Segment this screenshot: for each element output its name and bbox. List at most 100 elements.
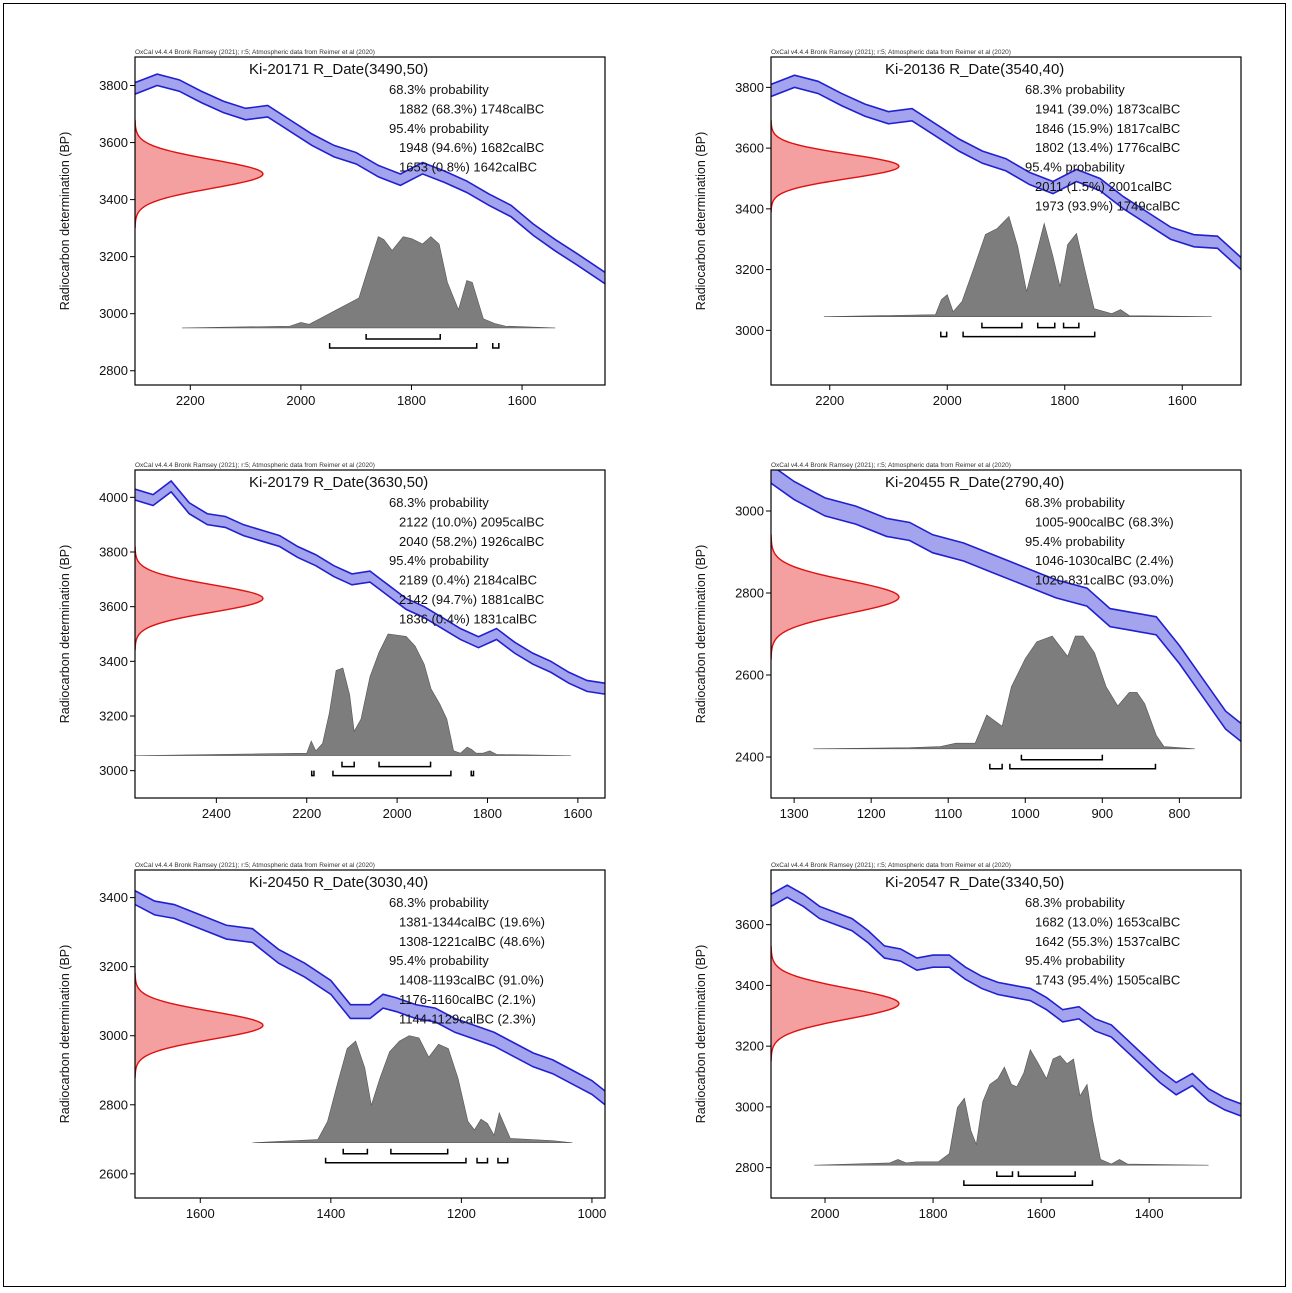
probability-annotation: 1144-1129calBC (2.3%) [399, 1011, 536, 1026]
calibration-curve-lower [135, 490, 605, 695]
probability-annotation: 2122 (10.0%) 2095calBC [399, 514, 544, 529]
calibration-curve-lower [771, 86, 1241, 271]
range-68-bracket [365, 333, 441, 340]
plot-border [770, 469, 1242, 799]
calibration-curve-band [135, 890, 605, 1105]
plot-area [771, 470, 1241, 770]
y-tick-label: 2800 [735, 1160, 764, 1175]
calibration-curve-band [135, 480, 605, 695]
probability-annotation: 1743 (95.4%) 1505calBC [1035, 973, 1180, 988]
figure-frame [3, 3, 1286, 1287]
probability-annotation: 1973 (93.9%) 1749calBC [1035, 198, 1180, 213]
x-tick-label: 1000 [1011, 806, 1040, 821]
calibration-curve-upper [135, 479, 605, 684]
range-95-bracket [324, 1157, 467, 1164]
range-95-bracket [497, 1157, 509, 1164]
measurement-distribution-line [771, 120, 900, 213]
chart-title: Ki-20171 R_Date(3490,50) [249, 61, 428, 78]
range-68-bracket [342, 1148, 369, 1155]
source-note: OxCal v4.4.4 Bronk Ramsey (2021); r:5; A… [135, 49, 375, 56]
y-tick-label: 3600 [735, 917, 764, 932]
y-tick-label: 2600 [735, 668, 764, 683]
probability-annotation: 2189 (0.4%) 2184calBC [399, 573, 537, 588]
probability-annotation: 95.4% probability [1025, 953, 1125, 968]
source-note: OxCal v4.4.4 Bronk Ramsey (2021); r:5; A… [135, 462, 375, 469]
x-tick-label: 1100 [934, 806, 962, 821]
x-tick-label: 1600 [1168, 393, 1197, 408]
x-tick-label: 1600 [508, 393, 537, 408]
y-tick-label: 3000 [99, 306, 128, 321]
probability-annotation: 1176-1160calBC (2.1%) [399, 992, 536, 1007]
probability-annotation: 95.4% probability [1025, 534, 1125, 549]
y-tick-label: 3200 [99, 709, 128, 724]
source-note: OxCal v4.4.4 Bronk Ramsey (2021); r:5; A… [771, 49, 1011, 56]
y-tick-label: 3000 [99, 1028, 128, 1043]
y-axis-label: Radiocarbon determination (BP) [58, 545, 72, 724]
range-68-bracket [981, 322, 1023, 329]
x-tick-label: 1000 [577, 1206, 606, 1221]
chart-svg: 1600 1400 1200 1000 2600 2800 3000 3200 3400 OxCa… [58, 862, 621, 1250]
measurement-distribution-line [135, 119, 264, 229]
probability-annotation: 95.4% probability [1025, 160, 1125, 175]
x-tick-label: 2000 [383, 806, 412, 821]
measurement-distribution-fill [771, 534, 899, 660]
range-95-bracket [332, 770, 452, 777]
x-tick-label: 800 [1169, 806, 1191, 821]
chart-title: Ki-20136 R_Date(3540,40) [885, 61, 1064, 78]
plot-border [770, 869, 1242, 1199]
range-68-bracket [1017, 1171, 1076, 1177]
y-axis-label: Radiocarbon determination (BP) [58, 132, 72, 311]
calibrated-probability-area [823, 215, 1212, 317]
x-tick-label: 1800 [1050, 393, 1079, 408]
y-tick-label: 3600 [99, 135, 128, 150]
chart-panel-1: 2200 2000 1800 1600 2800 3000 3200 3400 3600 3800… [0, 0, 640, 437]
calibration-curve-lower [135, 903, 605, 1106]
range-68-bracket [378, 761, 432, 768]
range-95-bracket [962, 331, 1096, 338]
calibration-curve-upper [135, 890, 605, 1092]
range-68-bracket [1020, 754, 1104, 761]
y-tick-label: 3000 [735, 504, 764, 519]
plot-area [135, 890, 605, 1164]
probability-annotation: 1653 (0.8%) 1642calBC [399, 160, 537, 175]
x-tick-label: 1800 [473, 806, 502, 821]
y-axis-label: Radiocarbon determination (BP) [694, 545, 708, 724]
y-tick-label: 3600 [99, 599, 128, 614]
source-note: OxCal v4.4.4 Bronk Ramsey (2021); r:5; A… [771, 462, 1011, 469]
calibration-curve-upper [776, 470, 1241, 725]
chart-panel-2: 2200 2000 1800 1600 3000 3200 3400 3600 3800 OxCa… [636, 0, 1276, 437]
y-tick-label: 4000 [99, 490, 128, 505]
y-tick-label: 2800 [735, 586, 764, 601]
measurement-distribution-fill [771, 120, 899, 213]
x-tick-label: 2200 [815, 393, 844, 408]
probability-annotation: 68.3% probability [389, 495, 489, 510]
range-95-bracket [940, 331, 948, 338]
x-tick-label: 900 [1091, 806, 1113, 821]
y-tick-label: 3000 [99, 763, 128, 778]
x-tick-label: 1600 [186, 1206, 215, 1221]
chart-title: Ki-20179 R_Date(3630,50) [249, 474, 428, 491]
chart-title: Ki-20455 R_Date(2790,40) [885, 474, 1064, 491]
y-tick-label: 3200 [99, 249, 128, 264]
probability-annotation: 68.3% probability [1025, 895, 1125, 910]
x-tick-label: 1800 [397, 393, 426, 408]
y-tick-label: 3200 [735, 262, 764, 277]
measurement-distribution-line [771, 945, 900, 1062]
range-95-bracket [1009, 763, 1157, 770]
calibration-curve-upper [135, 73, 605, 274]
y-tick-label: 3800 [99, 545, 128, 560]
measurement-distribution-line [135, 972, 264, 1078]
y-tick-label: 3400 [99, 890, 128, 905]
chart-svg: 1300 1200 1100 1000 900 800 2400 2600 2800 3000 Ox… [694, 462, 1256, 850]
chart-svg: 2200 2000 1800 1600 3000 3200 3400 3600 3800 OxCa… [694, 49, 1257, 437]
x-tick-label: 1400 [316, 1206, 345, 1221]
probability-annotation: 1381-1344calBC (19.6%) [399, 914, 545, 929]
range-95-bracket [492, 342, 500, 349]
y-tick-label: 2400 [735, 750, 764, 765]
range-68-bracket [390, 1148, 449, 1155]
range-95-bracket [963, 1180, 1094, 1186]
range-95-bracket [476, 1157, 489, 1164]
calibration-curve-band [771, 885, 1241, 1116]
probability-annotation: 95.4% probability [389, 953, 489, 968]
